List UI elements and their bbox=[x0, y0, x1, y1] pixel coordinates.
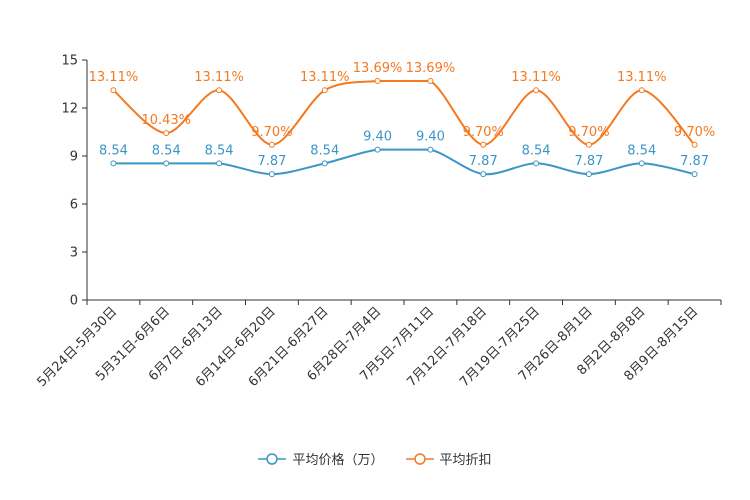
legend-item[interactable]: 平均折扣 bbox=[405, 449, 492, 468]
data-point[interactable] bbox=[216, 160, 223, 167]
chart-series: 8.54 8.54 8.54 7.87 8.54 9.40 9.40 7.87 8.54 7.87… bbox=[89, 61, 715, 178]
data-point[interactable] bbox=[374, 146, 381, 153]
y-tick-label: 0 bbox=[70, 294, 78, 309]
data-point[interactable] bbox=[321, 160, 328, 167]
data-label: 8.54 bbox=[310, 143, 339, 158]
data-label: 8.54 bbox=[205, 143, 234, 158]
data-label: 9.70% bbox=[251, 125, 292, 140]
data-label: 7.87 bbox=[680, 154, 709, 169]
data-point[interactable] bbox=[585, 141, 592, 148]
data-point[interactable] bbox=[480, 141, 487, 148]
data-point[interactable] bbox=[163, 160, 170, 167]
legend-item[interactable]: 平均价格（万） bbox=[258, 449, 384, 468]
data-label: 9.40 bbox=[416, 130, 445, 145]
data-point[interactable] bbox=[110, 160, 117, 167]
data-point[interactable] bbox=[533, 160, 540, 167]
data-label: 8.54 bbox=[627, 143, 656, 158]
y-tick-label: 15 bbox=[61, 54, 78, 69]
data-point[interactable] bbox=[427, 77, 434, 84]
data-point[interactable] bbox=[216, 87, 223, 94]
data-label: 13.11% bbox=[617, 70, 667, 85]
chart-axes: 036912155月24日-5月30日5月31日-6月6日6月7日-6月13日6… bbox=[34, 54, 722, 390]
data-label: 10.43% bbox=[141, 113, 191, 128]
data-label: 9.70% bbox=[674, 125, 715, 140]
series-2: 13.11%10.43%13.11%9.70%13.11%13.69% 13.69… bbox=[89, 61, 715, 148]
data-point[interactable] bbox=[374, 77, 381, 84]
legend-label: 平均折扣 bbox=[439, 453, 492, 468]
data-label: 13.11% bbox=[300, 70, 350, 85]
data-point[interactable] bbox=[480, 171, 487, 178]
data-label: 8.54 bbox=[152, 143, 181, 158]
chart-legend: 平均价格（万） 平均折扣 bbox=[0, 449, 750, 468]
data-label: 9.70% bbox=[463, 125, 504, 140]
data-point[interactable] bbox=[268, 171, 275, 178]
data-label: 13.11% bbox=[511, 70, 561, 85]
legend-line-circle-icon bbox=[258, 452, 287, 465]
data-point[interactable] bbox=[691, 141, 698, 148]
legend-line-circle-icon bbox=[405, 452, 434, 465]
data-point[interactable] bbox=[427, 146, 434, 153]
data-label: 8.54 bbox=[522, 143, 551, 158]
data-point[interactable] bbox=[533, 87, 540, 94]
y-tick-label: 9 bbox=[70, 150, 78, 165]
data-label: 13.69% bbox=[406, 61, 456, 76]
series-line bbox=[113, 148, 695, 176]
legend-label: 平均价格（万） bbox=[292, 453, 384, 468]
data-label: 8.54 bbox=[99, 143, 128, 158]
data-point[interactable] bbox=[638, 87, 645, 94]
data-point[interactable] bbox=[110, 87, 117, 94]
data-point[interactable] bbox=[691, 171, 698, 178]
series-1: 8.54 8.54 8.54 7.87 8.54 9.40 9.40 7.87 8.54 7.87… bbox=[99, 130, 709, 178]
data-label: 13.69% bbox=[353, 61, 403, 76]
data-label: 7.87 bbox=[574, 154, 603, 169]
data-label: 13.11% bbox=[89, 70, 139, 85]
series-line bbox=[112, 79, 696, 146]
y-tick-label: 3 bbox=[70, 246, 78, 261]
y-tick-label: 12 bbox=[61, 102, 78, 117]
data-point[interactable] bbox=[163, 130, 170, 137]
data-label: 13.11% bbox=[194, 70, 244, 85]
data-label: 7.87 bbox=[257, 154, 286, 169]
data-label: 9.70% bbox=[568, 125, 609, 140]
data-point[interactable] bbox=[585, 171, 592, 178]
data-point[interactable] bbox=[321, 87, 328, 94]
data-label: 9.40 bbox=[363, 130, 392, 145]
data-label: 7.87 bbox=[469, 154, 498, 169]
data-point[interactable] bbox=[268, 141, 275, 148]
y-tick-label: 6 bbox=[70, 198, 78, 213]
data-point[interactable] bbox=[638, 160, 645, 167]
